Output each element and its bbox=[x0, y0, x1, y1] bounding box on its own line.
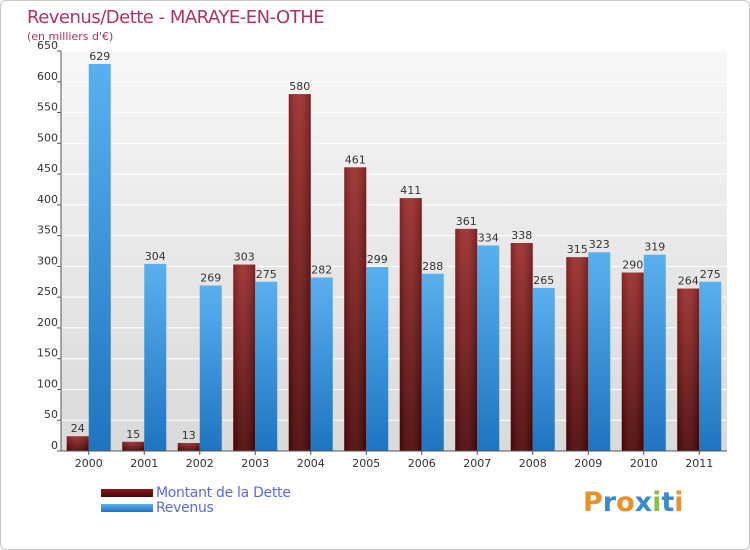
bar-dette-shade bbox=[66, 436, 89, 451]
data-label: 319 bbox=[644, 241, 665, 254]
data-label: 580 bbox=[289, 80, 310, 93]
logo-letter: o bbox=[616, 487, 635, 518]
bar-dette-shade bbox=[344, 167, 367, 452]
plot-background bbox=[61, 51, 727, 451]
logo-letter: i bbox=[652, 487, 662, 518]
bar-dette-shade bbox=[233, 264, 256, 451]
bar-dette-shade bbox=[122, 441, 145, 451]
y-tick-label: 150 bbox=[37, 347, 58, 360]
data-label: 13 bbox=[182, 429, 196, 442]
data-label: 269 bbox=[200, 271, 221, 284]
data-label: 411 bbox=[400, 184, 421, 197]
logo-letter: i bbox=[674, 487, 684, 518]
legend-label-dette: Montant de la Dette bbox=[156, 485, 291, 501]
y-tick-label: 550 bbox=[37, 101, 58, 114]
y-tick-label: 450 bbox=[37, 162, 58, 175]
bar-revenus bbox=[699, 281, 722, 451]
grid bbox=[61, 50, 727, 452]
data-label: 461 bbox=[345, 153, 366, 166]
bar-revenus bbox=[366, 267, 389, 451]
x-tick-label: 2007 bbox=[463, 457, 491, 470]
bars bbox=[66, 63, 722, 452]
data-label: 24 bbox=[71, 422, 85, 435]
data-label: 338 bbox=[511, 229, 532, 242]
bar-revenus bbox=[88, 63, 111, 452]
proxiti-logo: Proxiti bbox=[583, 487, 684, 518]
bar-dette-shade bbox=[288, 94, 311, 452]
data-label: 304 bbox=[145, 250, 166, 263]
logo-letter: t bbox=[661, 487, 675, 518]
x-axis: 2000 2001 2002 2003 2004 2005 2006 2007 2008 2009… bbox=[61, 450, 727, 470]
y-tick-label: 200 bbox=[37, 316, 58, 329]
data-label: 323 bbox=[589, 238, 610, 251]
bar-dette-shade bbox=[455, 228, 478, 451]
y-tick-label: 500 bbox=[37, 131, 58, 144]
data-label: 275 bbox=[700, 268, 721, 281]
data-label: 265 bbox=[533, 274, 554, 287]
chart-title: Revenus/Dette - MARAYE-EN-OTHE bbox=[27, 7, 325, 28]
bar-revenus bbox=[588, 252, 611, 451]
data-labels: 2462915304132693032755802824612994112883… bbox=[71, 50, 721, 442]
bar-dette-shade bbox=[399, 198, 422, 451]
legend-swatch-dette bbox=[101, 489, 153, 497]
y-tick-label: 50 bbox=[44, 408, 58, 421]
bar-dette-shade bbox=[621, 272, 644, 451]
y-tick-label: 300 bbox=[37, 254, 58, 267]
data-label: 629 bbox=[89, 50, 110, 63]
bar-revenus bbox=[477, 245, 500, 451]
data-label: 315 bbox=[567, 243, 588, 256]
y-tick-label: 600 bbox=[37, 70, 58, 83]
bar-revenus bbox=[532, 287, 555, 451]
bar-dette-shade bbox=[566, 257, 589, 451]
bar-revenus bbox=[421, 273, 444, 451]
data-label: 282 bbox=[311, 263, 332, 276]
y-tick-label: 350 bbox=[37, 224, 58, 237]
legend-label-revenus: Revenus bbox=[156, 500, 214, 516]
bar-dette-shade bbox=[177, 443, 200, 451]
bar-revenus bbox=[144, 263, 167, 451]
x-tick-label: 2008 bbox=[519, 457, 547, 470]
y-tick-label: 250 bbox=[37, 285, 58, 298]
bar-revenus bbox=[643, 254, 666, 451]
data-label: 15 bbox=[126, 428, 140, 441]
x-tick-label: 2006 bbox=[408, 457, 436, 470]
x-tick-label: 2005 bbox=[352, 457, 380, 470]
x-tick-label: 2002 bbox=[186, 457, 214, 470]
data-label: 264 bbox=[678, 275, 699, 288]
bar-dette-shade bbox=[510, 243, 533, 451]
data-label: 290 bbox=[622, 259, 643, 272]
bar-revenus bbox=[310, 277, 333, 451]
legend-swatch-revenus bbox=[101, 504, 153, 512]
x-tick-label: 2001 bbox=[130, 457, 158, 470]
bar-dette-shade bbox=[677, 288, 700, 451]
y-axis: 0 50 100 150 200 250 300 350 400 450 500 550 600 650 bbox=[37, 39, 62, 452]
logo-letter: r bbox=[602, 487, 617, 518]
data-label: 334 bbox=[478, 231, 499, 244]
logo-letter: x bbox=[634, 487, 653, 518]
logo-letter: P bbox=[583, 487, 603, 518]
x-tick-label: 2004 bbox=[297, 457, 325, 470]
x-tick-label: 2003 bbox=[241, 457, 269, 470]
data-label: 361 bbox=[456, 215, 477, 228]
bar-revenus bbox=[199, 285, 222, 451]
x-tick-label: 2010 bbox=[630, 457, 658, 470]
bar-revenus bbox=[255, 281, 278, 451]
y-tick-label: 400 bbox=[37, 193, 58, 206]
data-label: 303 bbox=[234, 251, 255, 264]
data-label: 275 bbox=[256, 268, 277, 281]
x-tick-label: 2011 bbox=[685, 457, 713, 470]
y-tick-label: 650 bbox=[37, 39, 58, 52]
x-tick-label: 2009 bbox=[574, 457, 602, 470]
x-tick-label: 2000 bbox=[75, 457, 103, 470]
data-label: 288 bbox=[422, 260, 443, 273]
chart-subtitle: (en milliers d'€) bbox=[27, 30, 114, 43]
y-tick-label: 0 bbox=[51, 439, 58, 452]
y-tick-label: 100 bbox=[37, 377, 58, 390]
data-label: 299 bbox=[367, 253, 388, 266]
